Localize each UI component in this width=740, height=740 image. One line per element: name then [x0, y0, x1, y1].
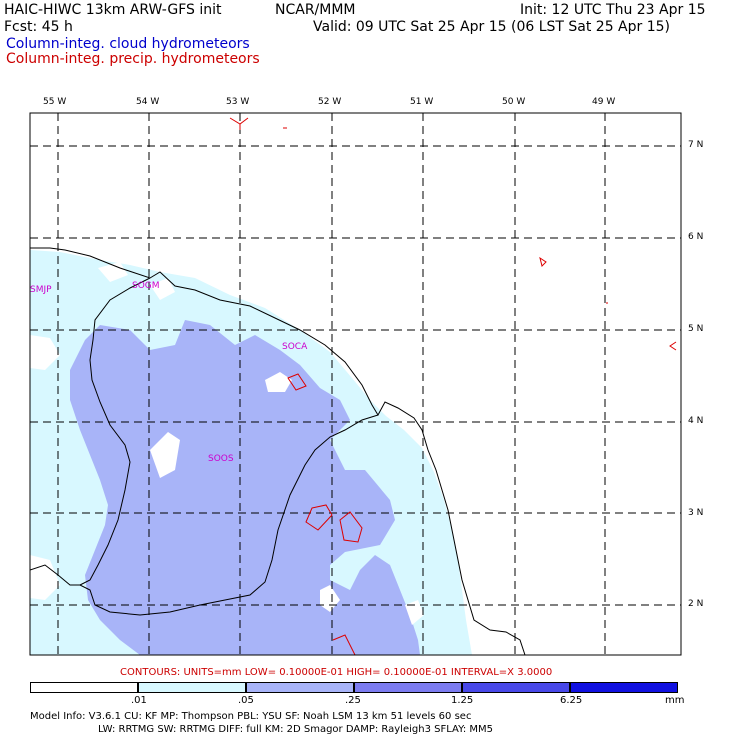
colorbar-segment-3	[354, 682, 462, 693]
field-cloud-label: Column-integ. cloud hydrometeors	[6, 36, 250, 52]
station-sogm: SOGM	[132, 281, 160, 291]
colorbar-tick-2: .25	[345, 695, 361, 706]
lon-label-53w: 53 W	[226, 97, 250, 107]
lon-label-49w: 49 W	[592, 97, 616, 107]
lon-label-55w: 55 W	[43, 97, 67, 107]
colorbar-tick-0: .01	[131, 695, 147, 706]
field-precip-label: Column-integ. precip. hydrometeors	[6, 51, 260, 67]
colorbar-segment-4	[462, 682, 570, 693]
station-soos: SOOS	[208, 454, 234, 464]
station-smjp: SMJP	[30, 285, 52, 295]
title-left: HAIC-HIWC 13km ARW-GFS init	[4, 2, 222, 18]
lat-label-4n: 4 N	[688, 416, 704, 426]
forecast-hour: Fcst: 45 h	[4, 19, 73, 35]
title-center: NCAR/MMM	[275, 2, 356, 18]
station-soca: SOCA	[282, 342, 308, 352]
valid-time: Valid: 09 UTC Sat 25 Apr 15 (06 LST Sat …	[313, 19, 671, 35]
colorbar-tick-1: .05	[238, 695, 254, 706]
colorbar-tick-3: 1.25	[451, 695, 474, 706]
lat-label-3n: 3 N	[688, 508, 704, 518]
model-info-line2: LW: RRTMG SW: RRTMG DIFF: full KM: 2D Sm…	[98, 724, 494, 735]
model-info-line1: Model Info: V3.6.1 CU: KF MP: Thompson P…	[30, 711, 472, 722]
colorbar-tick-4: 6.25	[560, 695, 583, 706]
map-frame	[29, 112, 682, 656]
contours-info: CONTOURS: UNITS=mm LOW= 0.10000E-01 HIGH…	[120, 667, 553, 678]
colorbar-segment-0	[30, 682, 138, 693]
colorbar-segment-2	[246, 682, 354, 693]
lat-label-5n: 5 N	[688, 324, 704, 334]
colorbar-units: mm	[665, 695, 685, 706]
lat-label-7n: 7 N	[688, 140, 704, 150]
lon-label-50w: 50 W	[502, 97, 526, 107]
lat-label-2n: 2 N	[688, 599, 704, 609]
colorbar	[30, 682, 678, 693]
lon-label-51w: 51 W	[410, 97, 434, 107]
colorbar-segment-1	[138, 682, 246, 693]
lon-label-54w: 54 W	[136, 97, 160, 107]
precip-contours	[229, 117, 677, 655]
lon-label-52w: 52 W	[318, 97, 342, 107]
lat-lon-grid	[30, 113, 681, 655]
coastline	[30, 247, 526, 655]
colorbar-segment-5	[570, 682, 678, 693]
init-time: Init: 12 UTC Thu 23 Apr 15	[520, 2, 706, 18]
lat-label-6n: 6 N	[688, 232, 704, 242]
